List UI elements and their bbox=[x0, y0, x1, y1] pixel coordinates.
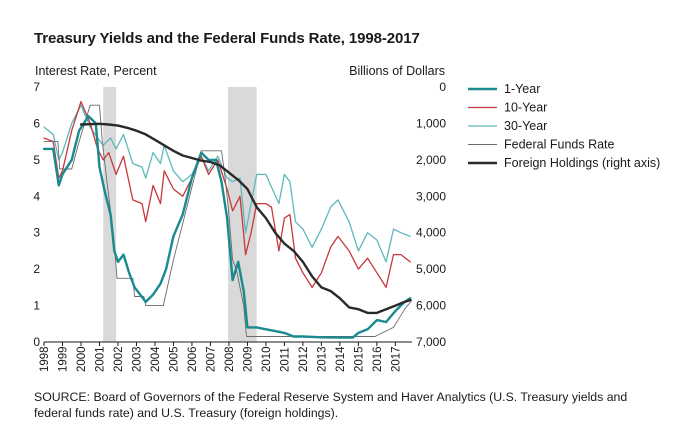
series-line-foreign-holdings-right-axis bbox=[79, 122, 412, 315]
y2-tick-label: 0 bbox=[439, 80, 446, 94]
y-tick-label: 5 bbox=[33, 153, 40, 167]
x-tick-label: 2003 bbox=[131, 346, 143, 372]
x-tick-label: 2008 bbox=[224, 346, 236, 372]
series-line-30-year bbox=[43, 104, 411, 263]
y2-tick-label: 7,000 bbox=[416, 335, 446, 349]
y-tick-label: 7 bbox=[33, 80, 40, 94]
x-tick-label: 2007 bbox=[205, 346, 217, 372]
x-tick-label: 2006 bbox=[187, 346, 199, 372]
x-tick-label: 2013 bbox=[316, 346, 328, 372]
x-tick-label: 2005 bbox=[168, 346, 180, 372]
chart-title: Treasury Yields and the Federal Funds Ra… bbox=[34, 30, 420, 47]
y-tick-label: 0 bbox=[33, 335, 40, 349]
x-tick-label: 2012 bbox=[298, 346, 310, 372]
series-line-10-year bbox=[43, 100, 411, 289]
y2-tick-label: 4,000 bbox=[416, 226, 446, 240]
y-tick-label: 4 bbox=[33, 189, 40, 203]
y2-tick-label: 5,000 bbox=[416, 262, 446, 276]
x-tick-label: 2010 bbox=[261, 346, 273, 372]
x-tick-label: 2001 bbox=[94, 346, 106, 372]
y2-tick-label: 2,000 bbox=[416, 153, 446, 167]
legend-label: Foreign Holdings (right axis) bbox=[504, 156, 660, 170]
x-tick-label: 2004 bbox=[150, 346, 162, 372]
series-line-federal-funds-rate bbox=[43, 104, 413, 337]
x-tick-label: 1999 bbox=[57, 346, 69, 372]
y2-tick-label: 3,000 bbox=[416, 189, 446, 203]
x-tick-label: 2000 bbox=[76, 346, 88, 372]
axes: 0 1 2 3 4 5 6 7 0 1,000 2,000 3,000 4,000 5,000 6,000 7… bbox=[33, 80, 446, 372]
source-note: SOURCE: Board of Governors of the Federa… bbox=[34, 390, 628, 420]
legend: 1-Year 10-Year 30-Year Federal Funds Rate Fo… bbox=[468, 82, 660, 170]
x-tick-label: 2017 bbox=[390, 346, 402, 372]
y-tick-label: 1 bbox=[33, 299, 40, 313]
legend-label: 30-Year bbox=[504, 119, 547, 133]
recession-bands bbox=[103, 87, 257, 342]
x-tick-label: 2002 bbox=[113, 346, 125, 372]
series-line-1-year bbox=[42, 114, 412, 339]
y2-tick-label: 1,000 bbox=[416, 116, 446, 130]
y2-tick-label: 6,000 bbox=[416, 299, 446, 313]
x-tick-label: 1998 bbox=[39, 346, 51, 372]
legend-label: Federal Funds Rate bbox=[504, 138, 615, 152]
y-tick-label: 2 bbox=[33, 262, 40, 276]
y-tick-label: 6 bbox=[33, 116, 40, 130]
legend-label: 1-Year bbox=[504, 82, 540, 96]
x-tick-label: 2011 bbox=[279, 347, 291, 372]
legend-label: 10-Year bbox=[504, 101, 547, 115]
x-tick-label: 2014 bbox=[335, 346, 347, 372]
x-tick-label: 2009 bbox=[242, 346, 254, 372]
y2-axis-label: Billions of Dollars bbox=[349, 64, 445, 78]
x-tick-label: 2016 bbox=[372, 346, 384, 372]
x-tick-label: 2015 bbox=[353, 346, 365, 372]
series-lines bbox=[42, 100, 413, 339]
y-axis-label: Interest Rate, Percent bbox=[35, 64, 157, 78]
line-chart: 0 1 2 3 4 5 6 7 0 1,000 2,000 3,000 4,000 5,000 6,000 7… bbox=[33, 64, 660, 372]
y-tick-label: 3 bbox=[33, 226, 40, 240]
